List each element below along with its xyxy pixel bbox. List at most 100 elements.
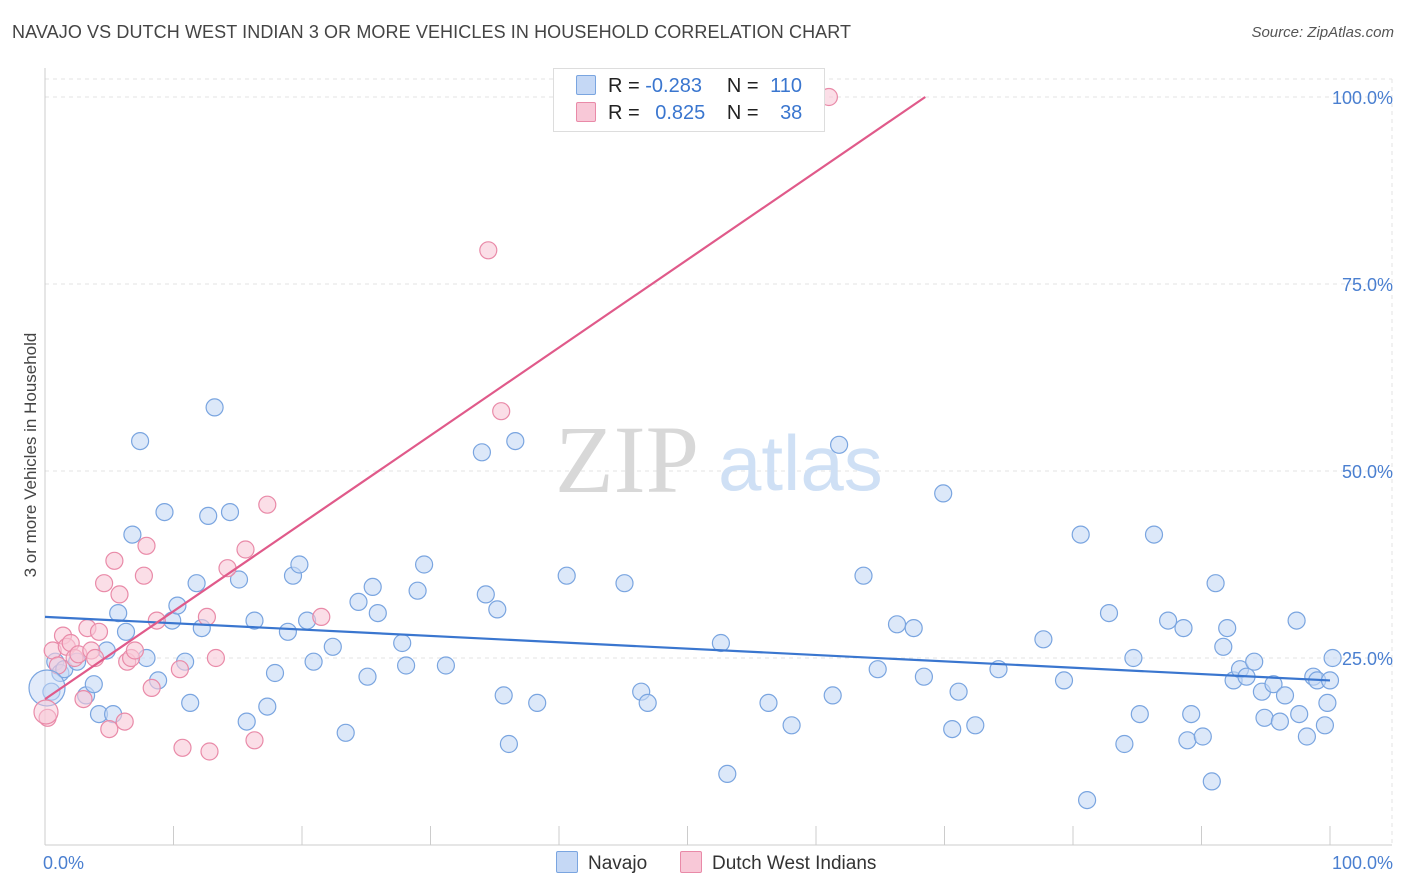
navajo-point-23 <box>199 506 218 526</box>
navajo-point-77 <box>1077 790 1097 810</box>
legend-dutch-label: Dutch West Indians <box>712 853 877 874</box>
navajo-point-54 <box>557 566 576 585</box>
navajo-point-52 <box>506 432 525 451</box>
legend-item-dutch: Dutch West Indians <box>680 851 876 875</box>
legend-item-navajo: Navajo <box>556 851 647 875</box>
navajo-point-71 <box>949 682 968 701</box>
dutch-point-23 <box>142 678 161 698</box>
navajo-point-11 <box>116 622 136 641</box>
source-label: Source: ZipAtlas.com <box>1251 24 1394 41</box>
navajo-point-68 <box>914 667 934 686</box>
navajo-point-36 <box>323 637 342 656</box>
navajo-point-44 <box>408 581 427 600</box>
navajo-point-74 <box>1034 630 1053 649</box>
navajo-point-107 <box>1318 693 1337 713</box>
navajo-point-40 <box>363 577 382 597</box>
navajo-point-26 <box>229 570 249 589</box>
dutch-point-8 <box>74 689 93 709</box>
data-points <box>28 87 1342 810</box>
navajo-point-95 <box>1245 652 1264 671</box>
navajo-point-42 <box>393 633 412 653</box>
navajo-point-49 <box>488 600 507 619</box>
dutch-point-36 <box>492 402 511 421</box>
navajo-point-69 <box>934 484 953 503</box>
legend-row-dutch: R = 0.825 N = 38 <box>576 102 802 128</box>
navajo-point-100 <box>1275 686 1295 705</box>
navajo-point-55 <box>615 574 634 593</box>
dutch-point-16 <box>110 585 129 604</box>
navajo-point-86 <box>1182 704 1201 724</box>
navajo-point-101 <box>1287 611 1306 630</box>
trend-lines <box>44 96 1331 701</box>
navajo-point-89 <box>1206 574 1225 593</box>
navajo-point-65 <box>868 660 887 679</box>
y-tick-label-3: 100.0% <box>1332 88 1393 108</box>
legend-n-label: N = <box>726 75 759 97</box>
dutch-point-13 <box>94 574 114 593</box>
y-tick-label-2: 75.0% <box>1342 275 1393 295</box>
navajo-point-67 <box>904 618 923 638</box>
dutch-point-26 <box>173 738 192 757</box>
navajo-point-20 <box>181 693 200 713</box>
navajo-point-33 <box>290 555 309 574</box>
legend-n-label: N = <box>726 102 759 124</box>
navajo-point-28 <box>245 611 264 630</box>
navajo-point-70 <box>943 719 962 739</box>
navajo-point-16 <box>155 502 174 522</box>
x-tick-label-1: 100.0% <box>1332 853 1393 873</box>
navajo-point-88 <box>1202 772 1221 791</box>
tick-labels: 25.0% 50.0% 75.0% 100.0% 0.0% 100.0% <box>43 88 1393 873</box>
navajo-point-41 <box>368 603 387 623</box>
navajo-point-76 <box>1071 525 1090 544</box>
y-tick-label-1: 50.0% <box>1342 462 1393 482</box>
navajo-point-79 <box>1115 734 1134 754</box>
x-tick-label-0: 0.0% <box>43 853 84 873</box>
legend-dutch-n: 38 <box>780 102 803 124</box>
legend-navajo-r: -0.283 <box>645 75 702 97</box>
navajo-point-61 <box>782 716 801 735</box>
dutch-point-25 <box>170 660 189 679</box>
y-tick-label-0: 25.0% <box>1342 649 1393 669</box>
dutch-swatch <box>576 102 596 122</box>
navajo-point-58 <box>711 633 731 653</box>
legend-r-label: R = <box>608 75 640 97</box>
dutch-point-29 <box>206 648 225 668</box>
navajo-point-30 <box>265 663 285 683</box>
navajo-point-43 <box>397 656 416 675</box>
navajo-point-57 <box>638 693 657 713</box>
navajo-point-82 <box>1144 525 1164 544</box>
navajo-point-21 <box>187 574 206 593</box>
navajo-point-75 <box>1054 671 1074 690</box>
navajo-point-78 <box>1099 603 1119 623</box>
dutch-cluster-point <box>33 699 59 725</box>
legend-navajo-label: Navajo <box>588 853 648 874</box>
navajo-point-51 <box>499 734 518 754</box>
series-legend: Navajo Dutch West Indians <box>0 851 1406 879</box>
navajo-point-46 <box>436 656 455 675</box>
navajo-point-45 <box>415 555 434 574</box>
navajo-point-53 <box>528 693 547 713</box>
dutch-point-12 <box>89 622 109 641</box>
navajo-point-59 <box>718 764 737 784</box>
navajo-point-84 <box>1174 618 1193 638</box>
navajo-trend-line <box>44 615 1331 682</box>
navajo-point-97 <box>1255 708 1274 727</box>
navajo-point-29 <box>258 697 277 716</box>
navajo-point-25 <box>220 502 240 522</box>
dutch-point-14 <box>100 719 119 739</box>
navajo-point-37 <box>336 723 355 742</box>
navajo-point-87 <box>1193 727 1212 746</box>
navajo-point-47 <box>472 443 491 462</box>
navajo-point-38 <box>349 592 368 612</box>
navajo-point-90 <box>1214 637 1233 656</box>
navajo-point-63 <box>829 435 849 454</box>
navajo-point-98 <box>1264 675 1283 694</box>
legend-r-label: R = <box>608 102 640 124</box>
navajo-point-50 <box>494 686 513 705</box>
chart-title: NAVAJO VS DUTCH WEST INDIAN 3 OR MORE VE… <box>12 22 852 42</box>
correlation-legend: R = -0.283 N = 110 R = 0.825 N = 38 <box>553 68 825 132</box>
navajo-point-99 <box>1270 712 1290 731</box>
dutch-point-21 <box>134 566 153 585</box>
dutch-point-35 <box>479 241 498 260</box>
